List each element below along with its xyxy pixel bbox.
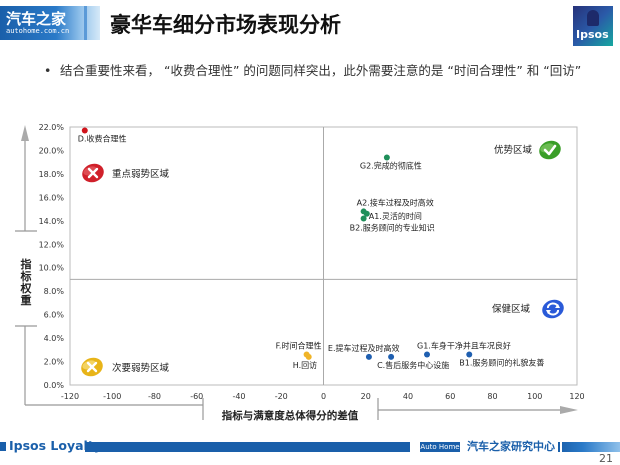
y-tick-label: 6.0%	[44, 311, 65, 320]
data-point	[81, 127, 88, 134]
data-point	[305, 353, 312, 360]
y-tick-label: 0.0%	[44, 381, 65, 390]
x-tick-label: -100	[103, 392, 121, 401]
data-point-label: G2.完成的彻底性	[360, 160, 422, 170]
logo-divider	[84, 6, 87, 40]
y-axis-label: 指标权重	[20, 257, 33, 307]
data-point-label: E.提车过程及时高效	[328, 343, 400, 353]
bullet-marker: •	[44, 63, 52, 78]
page-number: 21	[599, 452, 613, 465]
data-point	[388, 353, 395, 360]
x-tick-label: 0	[321, 392, 326, 401]
bullet-text: 结合重要性来看， “收费合理性” 的问题同样突出，此外需要注意的是 “时间合理性…	[60, 63, 582, 78]
autohome-logo-cn: 汽车之家	[6, 10, 67, 28]
data-point-label: F.时间合理性	[276, 341, 322, 351]
x-tick-label: 20	[361, 392, 371, 401]
x-tick-label: 120	[569, 392, 584, 401]
y-tick-labels: 0.0% 2.0% 4.0% 6.0% 8.0% 10.0% 12.0% 14.0% 16.0%…	[39, 123, 65, 390]
y-tick-label: 10.0%	[39, 264, 65, 273]
ipsos-head-icon	[587, 10, 599, 26]
x-tick-label: 80	[487, 392, 497, 401]
y-tick-label: 8.0%	[44, 287, 65, 296]
data-point	[466, 351, 473, 358]
footer-center-text: 汽车之家研究中心	[467, 440, 555, 453]
data-point-label: A1.灵活的时间	[369, 211, 422, 221]
x-tick-label: -120	[61, 392, 79, 401]
footer-brand: Ipsos Loyalty	[9, 438, 102, 453]
data-point	[363, 210, 370, 217]
data-point-label: G1.车身干净并且车况良好	[417, 341, 511, 351]
yellow-x-icon	[81, 357, 103, 377]
data-points	[81, 127, 473, 360]
quadrant-label-bottom-left: 次要弱势区域	[112, 362, 170, 374]
y-tick-label: 2.0%	[44, 358, 65, 367]
ipsos-logo: Ipsos	[573, 6, 613, 46]
data-point	[383, 154, 390, 161]
footer-bar	[85, 442, 410, 452]
x-axis-label: 指标与满意度总体得分的差值	[222, 409, 359, 422]
y-tick-label: 22.0%	[39, 123, 65, 132]
x-tick-label: -20	[275, 392, 288, 401]
footer-square	[0, 442, 6, 451]
x-tick-label: -60	[190, 392, 203, 401]
y-tick-label: 12.0%	[39, 240, 65, 249]
y-tick-label: 20.0%	[39, 146, 65, 155]
data-point	[424, 351, 431, 358]
green-check-icon	[539, 140, 561, 160]
x-tick-label: -80	[148, 392, 161, 401]
footer-tail-bar	[558, 442, 620, 452]
data-point-label: H.回访	[293, 360, 317, 370]
x-tick-label: -40	[232, 392, 245, 401]
quadrant-label-top-left: 重点弱势区域	[112, 168, 170, 180]
data-point-labels: D.收费合理性 G2.完成的彻底性 A2.接车过程及时高效 A1.灵活的时间B2.服务…	[78, 134, 545, 370]
data-point-label: D.收费合理性	[78, 134, 127, 144]
x-tick-label: 40	[403, 392, 413, 401]
y-tick-label: 18.0%	[39, 170, 65, 179]
autohome-logo-en: autohome.com.cn	[6, 27, 70, 35]
x-tick-label: 60	[445, 392, 455, 401]
y-tick-label: 4.0%	[44, 334, 65, 343]
x-tick-labels: -120 -100 -80 -60 -40 -20 0 20 40 60 80 100 120	[61, 392, 585, 401]
blue-refresh-icon	[542, 299, 564, 319]
quadrant-label-bottom-right: 保健区域	[492, 303, 531, 315]
ipsos-logo-text: Ipsos	[576, 28, 609, 41]
y-axis-arrow	[15, 125, 578, 420]
red-x-icon	[82, 163, 104, 183]
data-point-label: B2.服务顾问的专业知识	[350, 222, 435, 232]
autohome-tag: Auto Home	[420, 442, 460, 452]
quadrant-label-top-right: 优势区域	[494, 144, 533, 156]
data-point-label: C.售后服务中心设施	[377, 360, 449, 370]
data-point	[365, 353, 372, 360]
data-point	[360, 215, 367, 222]
autohome-logo: 汽车之家 autohome.com.cn	[0, 6, 80, 40]
data-point-label: A2.接车过程及时高效	[357, 197, 434, 207]
bullet-point: • 结合重要性来看， “收费合理性” 的问题同样突出，此外需要注意的是 “时间合理…	[44, 60, 581, 79]
data-point-label: B1.服务顾问的礼貌友善	[459, 358, 544, 368]
y-tick-label: 14.0%	[39, 217, 65, 226]
y-tick-label: 16.0%	[39, 193, 65, 202]
x-tick-label: 100	[527, 392, 542, 401]
page-title: 豪华车细分市场表现分析	[110, 13, 341, 37]
